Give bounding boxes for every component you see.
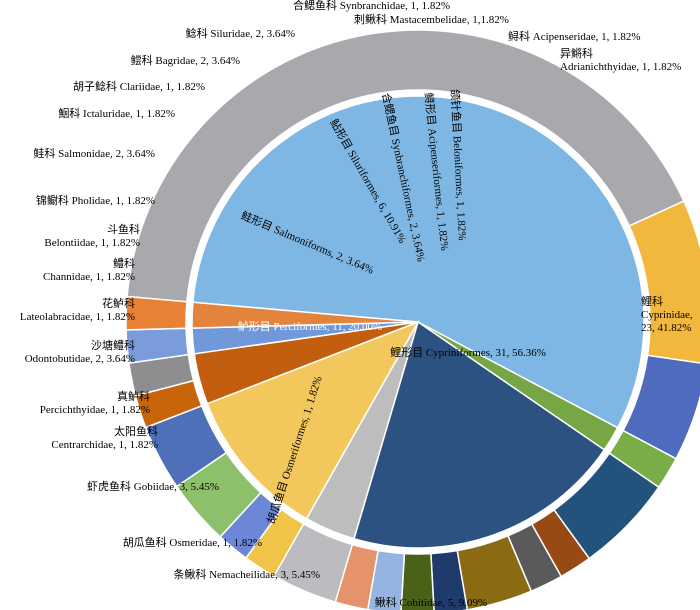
- outer-label-9: 鳢科 Channidae, 1, 1.82%: [5, 258, 135, 284]
- outer-label-7: 沙塘鳢科 Odontobutidae, 2, 3.64%: [5, 340, 135, 366]
- outer-label-2: 条鳅科 Nemacheilidae, 3, 5.45%: [150, 569, 320, 582]
- outer-label-line: Belontiidae, 1, 1.82%: [44, 237, 140, 249]
- outer-label-10: 斗鱼科 Belontiidae, 1, 1.82%: [5, 224, 140, 250]
- outer-label-line: 鳢科: [113, 258, 135, 270]
- outer-label-1: 鳅科 Cobitidae, 5, 9.09%: [351, 597, 511, 610]
- outer-label-15: 鲿科 Bagridae, 2, 3.64%: [5, 55, 240, 68]
- outer-label-3: 胡瓜鱼科 Osmeridae, 1, 1.82%: [92, 537, 262, 550]
- inner-slice-perciformes: [353, 320, 606, 549]
- outer-label-19: 鲟科 Acipenseridae, 1, 1.82%: [508, 31, 688, 44]
- outer-label-11: 锦鳚科 Pholidae, 1, 1.82%: [5, 195, 155, 208]
- outer-label-line: 虾虎鱼科 Gobiidae, 3, 5.45%: [87, 481, 219, 493]
- outer-label-0: 鲤科 Cyprinidae, 23, 41.82%: [641, 296, 700, 335]
- outer-label-line: Adrianichthyidae, 1, 1.82%: [560, 61, 682, 73]
- outer-label-line: 刺鳅科 Mastacembelidae, 1,1.82%: [354, 14, 509, 26]
- inner-slice-beloniformes: [191, 301, 419, 329]
- outer-label-8: 花鲈科 Lateolabracidae, 1, 1.82%: [5, 298, 135, 324]
- outer-label-line: 胡子鲶科 Clariidae, 1, 1.82%: [73, 81, 205, 93]
- outer-label-line: Channidae, 1, 1.82%: [43, 271, 135, 283]
- inner-slice-cypriniformes: [192, 95, 645, 429]
- outer-label-line: 鲿科 Bagridae, 2, 3.64%: [130, 55, 240, 67]
- outer-label-5: 太阳鱼科 Centrarchidae, 1, 1.82%: [18, 426, 158, 452]
- outer-slice-cyprinidae: [126, 29, 685, 303]
- outer-label-line: 鲟科 Acipenseridae, 1, 1.82%: [508, 31, 641, 43]
- outer-label-line: 异鳉科: [560, 48, 593, 60]
- outer-label-line: Cyprinidae,: [641, 309, 693, 321]
- inner-label-0: 鲤形目 Cypriniformes, 31, 56.36%: [390, 345, 546, 359]
- outer-label-line: 条鳅科 Nemacheilidae, 3, 5.45%: [173, 569, 320, 581]
- outer-label-16: 鲶科 Siluridae, 2, 3.64%: [5, 28, 295, 41]
- outer-label-line: 太阳鱼科: [114, 426, 158, 438]
- outer-label-line: 23, 41.82%: [641, 322, 692, 334]
- inner-slice-siluriformes: [206, 320, 420, 520]
- outer-label-line: 锦鳚科 Pholidae, 1, 1.82%: [35, 195, 155, 207]
- outer-label-line: Centrarchidae, 1, 1.82%: [51, 439, 158, 451]
- outer-label-18: 刺鳅科 Mastacembelidae, 1,1.82%: [354, 14, 594, 27]
- outer-label-line: Odontobutidae, 2, 3.64%: [24, 353, 135, 365]
- outer-label-12: 鲑科 Salmonidae, 2, 3.64%: [5, 148, 155, 161]
- outer-label-line: Percichthyidae, 1, 1.82%: [39, 404, 150, 416]
- outer-label-17: 合鳃鱼科 Synbranchidae, 1, 1.82%: [240, 0, 450, 13]
- outer-label-line: 合鳃鱼科 Synbranchidae, 1, 1.82%: [292, 0, 450, 12]
- outer-label-line: 真鲈科: [117, 391, 150, 403]
- outer-label-line: 鲤科: [641, 296, 663, 308]
- outer-label-14: 胡子鲶科 Clariidae, 1, 1.82%: [5, 81, 205, 94]
- inner-label-2: 鲈形目 Perciformes, 11, 20.00%: [238, 319, 382, 333]
- outer-label-line: 鲑科 Salmonidae, 2, 3.64%: [33, 148, 155, 160]
- outer-label-line: 鮰科 Ictaluridae, 1, 1.82%: [58, 108, 175, 120]
- outer-label-line: 鳅科 Cobitidae, 5, 9.09%: [374, 597, 488, 609]
- outer-label-6: 真鲈科 Percichthyidae, 1, 1.82%: [5, 391, 150, 417]
- outer-slice-adrianichthyidae: [125, 295, 188, 331]
- outer-label-line: Lateolabracidae, 1, 1.82%: [19, 311, 135, 323]
- outer-label-4: 虾虎鱼科 Gobiidae, 3, 5.45%: [39, 481, 219, 494]
- outer-label-20: 异鳉科 Adrianichthyidae, 1, 1.82%: [560, 48, 700, 74]
- outer-label-line: 斗鱼科: [107, 224, 140, 236]
- outer-label-line: 鲶科 Siluridae, 2, 3.64%: [185, 28, 295, 40]
- outer-label-line: 沙塘鳢科: [91, 340, 135, 352]
- outer-label-line: 胡瓜鱼科 Osmeridae, 1, 1.82%: [122, 537, 262, 549]
- outer-label-line: 花鲈科: [102, 298, 135, 310]
- outer-label-13: 鮰科 Ictaluridae, 1, 1.82%: [5, 108, 175, 121]
